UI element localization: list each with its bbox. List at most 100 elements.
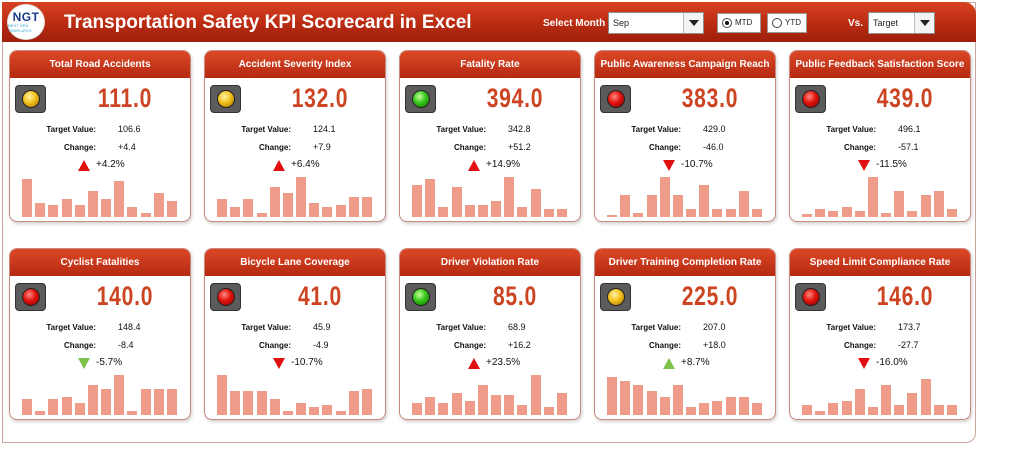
sparkline-bar [699,403,710,415]
sparkline-bar [140,389,151,415]
trend-arrow-icon [78,358,90,369]
sparkline-bar [881,213,892,217]
sparkline-bar [35,203,46,217]
sparkline-bar [854,211,865,217]
sparkline-bar [335,205,346,217]
kpi-actual-value: 439.0 [876,83,934,113]
status-light [210,85,241,113]
trend-arrow-icon [273,160,285,171]
target-value: 207.0 [703,322,726,332]
sparkline-bar [464,205,475,217]
sparkline-bar [22,179,33,217]
trend-sparkline [217,373,375,415]
trend-sparkline [607,373,765,415]
chevron-down-icon[interactable] [683,13,703,33]
change-indicator: -11.5% [858,159,968,173]
sparkline-bar [269,399,280,415]
radio-selected-icon[interactable] [722,18,732,28]
sparkline-bar [217,199,228,217]
kpi-card: Fatality Rate 394.0 Target Value: 342.8 Chan… [399,50,581,222]
change-label: Change: [259,341,291,350]
sparkline-bar [894,191,905,217]
vs-label: Vs. [848,18,864,29]
change-indicator: +14.9% [468,159,578,173]
sparkline-bar [517,405,528,415]
chevron-down-icon[interactable] [914,13,934,33]
traffic-light-icon [412,288,430,306]
logo-subtext: NEXT GEN TEMPLATES [8,23,32,33]
radio-unselected-icon[interactable] [772,18,782,28]
change-indicator: +8.7% [663,357,773,371]
sparkline-bar [933,191,944,217]
select-month-label: Select Month [543,18,606,29]
target-label: Target Value: [436,323,486,332]
sparkline-bar [751,209,762,217]
sparkline-bar [933,405,944,415]
trend-sparkline [217,175,375,217]
trend-sparkline [22,175,180,217]
traffic-light-icon [217,288,235,306]
sparkline-bar [48,399,59,415]
trend-arrow-icon [468,358,480,369]
sparkline-bar [607,377,618,415]
change-label: Change: [64,143,96,152]
ytd-radio[interactable]: YTD [767,13,807,33]
header-bar: NGT NEXT GEN TEMPLATES Transportation Sa… [2,2,976,42]
change-percent: +14.9% [486,159,521,170]
change-percent: -16.0% [876,357,908,368]
sparkline-bar [725,209,736,217]
trend-sparkline [412,175,570,217]
sparkline-bar [412,403,423,415]
change-value: +7.9 [313,142,331,152]
kpi-card-title: Public Feedback Satisfaction Score [790,51,970,78]
sparkline-bar [256,213,267,217]
change-indicator: -10.7% [663,159,773,173]
sparkline-bar [751,403,762,415]
sparkline-bar [543,209,554,217]
target-label: Target Value: [826,323,876,332]
sparkline-bar [841,207,852,217]
sparkline-bar [867,177,878,217]
status-light [795,85,826,113]
sparkline-bar [166,389,177,415]
trend-sparkline [22,373,180,415]
sparkline-bar [672,195,683,217]
kpi-card-title: Fatality Rate [400,51,580,78]
sparkline-bar [230,207,241,217]
sparkline-bar [166,201,177,217]
change-value: -57.1 [898,142,919,152]
change-label: Change: [454,143,486,152]
status-light [795,283,826,311]
traffic-light-icon [412,90,430,108]
vs-dropdown[interactable]: Target [868,12,935,34]
change-label: Change: [259,143,291,152]
sparkline-bar [686,407,697,415]
sparkline-bar [725,397,736,415]
sparkline-bar [659,177,670,217]
change-indicator: +6.4% [273,159,383,173]
sparkline-bar [712,209,723,217]
kpi-actual-value: 132.0 [291,83,349,113]
change-percent: +8.7% [681,357,710,368]
kpi-card: Speed Limit Compliance Rate 146.0 Target V… [789,248,971,420]
sparkline-bar [686,209,697,217]
trend-sparkline [802,175,960,217]
sparkline-bar [517,207,528,217]
sparkline-bar [438,403,449,415]
sparkline-bar [477,385,488,415]
change-value: -4.9 [313,340,329,350]
trend-arrow-icon [468,160,480,171]
mtd-radio[interactable]: MTD [717,13,761,33]
kpi-actual-value: 41.0 [297,281,343,311]
kpi-card-title: Public Awareness Campaign Reach [595,51,775,78]
change-indicator: +4.2% [78,159,188,173]
target-label: Target Value: [46,323,96,332]
month-dropdown[interactable]: Sep [608,12,704,34]
change-label: Change: [649,341,681,350]
sparkline-bar [894,405,905,415]
sparkline-bar [451,393,462,415]
sparkline-bar [712,401,723,415]
sparkline-bar [74,205,85,217]
sparkline-bar [256,391,267,415]
change-indicator: -10.7% [273,357,383,371]
